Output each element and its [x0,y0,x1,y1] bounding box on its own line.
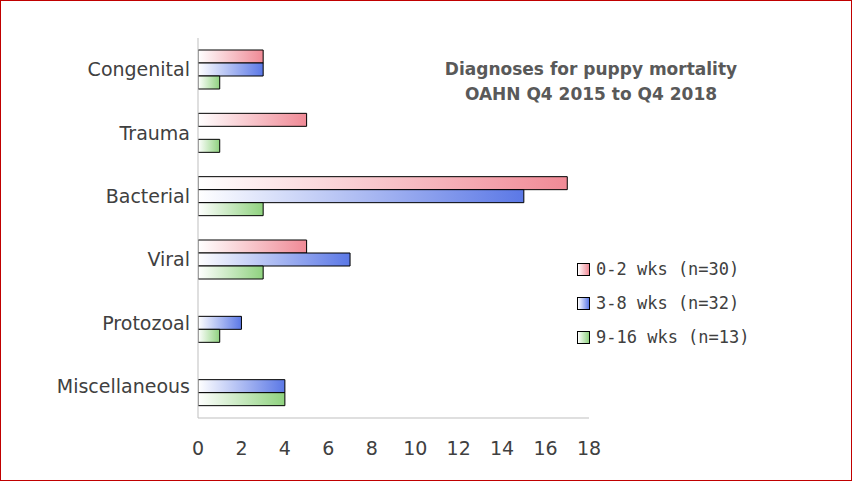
html-text:OAHN Q4 2015 to Q4 2018: OAHN Q4 2015 to Q4 2018 [464,84,718,104]
svg-text:16: 16 [533,437,557,459]
svg-text:4: 4 [279,437,291,459]
svg-text:Protozoal: Protozoal [102,312,190,334]
svg-text:0: 0 [192,437,204,459]
svg-text:18: 18 [577,437,601,459]
svg-text:12: 12 [447,437,471,459]
svg-text:Miscellaneous: Miscellaneous [57,375,190,397]
svg-text:14: 14 [490,437,514,459]
svg-text:Bacterial: Bacterial [106,185,190,207]
svg-text:Trauma: Trauma [119,122,190,144]
svg-text:2: 2 [235,437,247,459]
svg-text:10: 10 [403,437,427,459]
html-text:0-2 wks (n=30): 0-2 wks (n=30) [596,259,740,279]
html-text:Diagnoses for puppy mortality: Diagnoses for puppy mortality [444,59,738,79]
html-text:9-16 wks (n=13): 9-16 wks (n=13) [596,327,750,347]
svg-text:Viral: Viral [147,248,190,270]
svg-text:6: 6 [322,437,334,459]
svg-text:Congenital: Congenital [88,58,190,80]
html-text:3-8 wks (n=32): 3-8 wks (n=32) [596,293,740,313]
svg-text:8: 8 [366,437,378,459]
